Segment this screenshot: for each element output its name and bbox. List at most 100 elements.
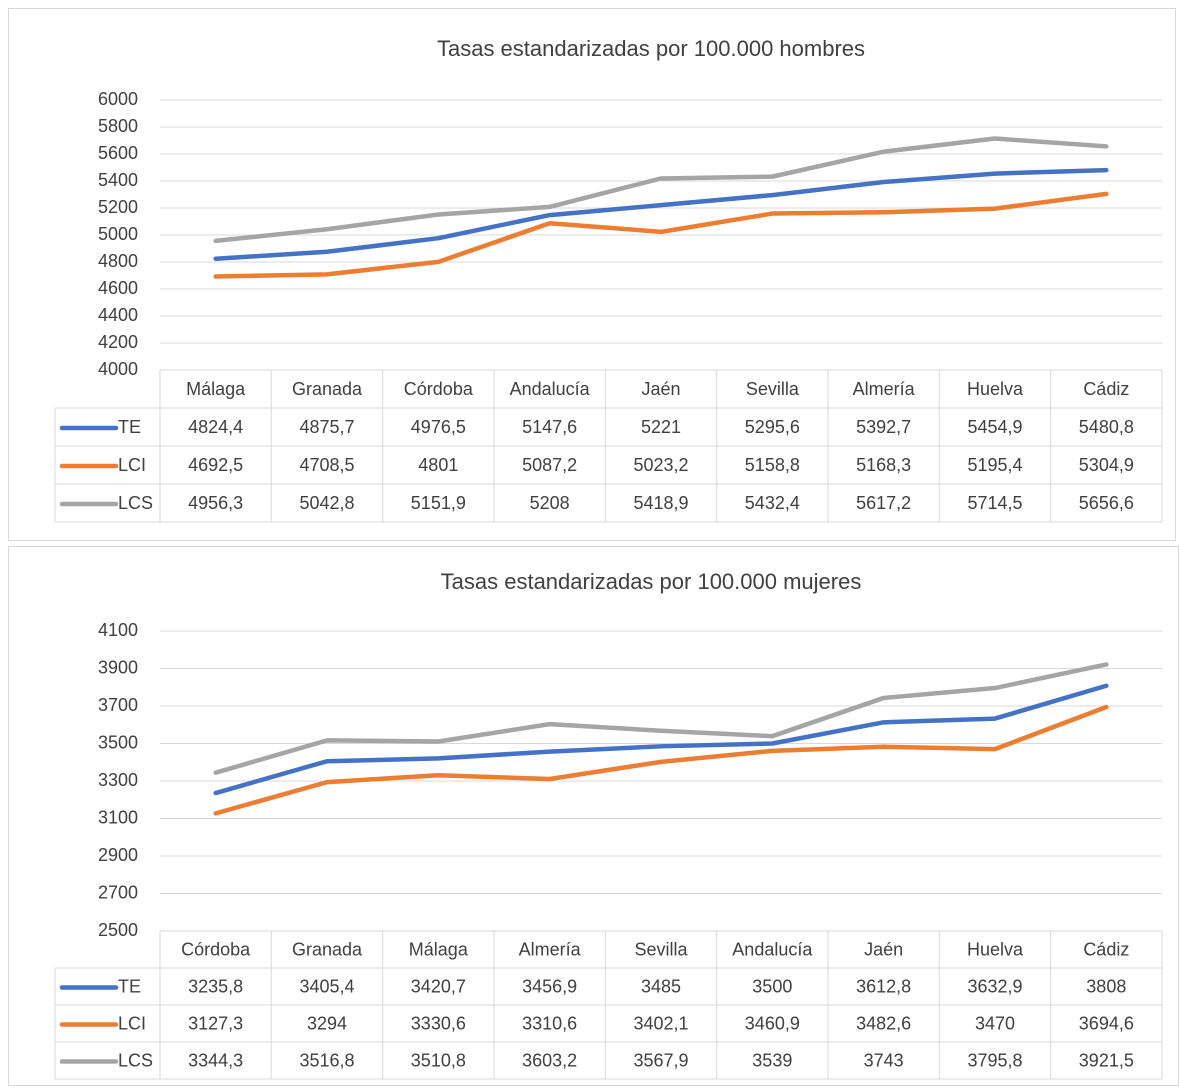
x-tick-label: Córdoba [181,939,251,959]
table-value: 4708,5 [299,455,354,475]
table-value: 3485 [641,976,681,996]
y-tick-label: 3500 [98,732,138,752]
legend-label: LCS [118,1050,153,1070]
y-tick-label: 4000 [98,359,138,379]
x-tick-label: Almería [519,939,582,959]
table-value: 5454,9 [967,417,1022,437]
line-series [213,191,1109,279]
y-tick-label: 5600 [98,143,138,163]
table-value: 4976,5 [411,417,466,437]
table-value: 3539 [752,1050,792,1070]
y-tick-label: 2900 [98,845,138,865]
legend-label: TE [118,417,141,437]
y-tick-label: 3900 [98,657,138,677]
table-value: 3612,8 [856,976,911,996]
table-value: 4824,4 [188,417,243,437]
x-tick-label: Huelva [967,939,1024,959]
table-value: 3743 [864,1050,904,1070]
legend-label: LCI [118,455,146,475]
x-tick-label: Málaga [186,379,246,399]
table-value: 3567,9 [633,1050,688,1070]
table-value: 3405,4 [299,976,354,996]
table-value: 5151,9 [411,493,466,513]
chart-frame [8,8,1176,541]
table-value: 3344,3 [188,1050,243,1070]
x-tick-label: Almería [853,379,916,399]
x-tick-label: Jaén [641,379,680,399]
x-tick-label: Cádiz [1083,379,1129,399]
y-tick-label: 2500 [98,920,138,940]
table-value: 3808 [1086,976,1126,996]
y-tick-label: 4100 [98,620,138,640]
chart-frame [8,546,1179,1086]
x-tick-label: Sevilla [746,379,800,399]
table-value: 3482,6 [856,1013,911,1033]
table-value: 3921,5 [1079,1050,1134,1070]
x-tick-label: Granada [292,939,363,959]
table-value: 5221 [641,417,681,437]
table-value: 3460,9 [745,1013,800,1033]
line-series [213,167,1109,261]
table-value: 5168,3 [856,455,911,475]
table-value: 3510,8 [411,1050,466,1070]
table-value: 4875,7 [299,417,354,437]
table-value: 5195,4 [967,455,1022,475]
y-tick-label: 3100 [98,807,138,827]
table-value: 5147,6 [522,417,577,437]
y-tick-label: 4200 [98,332,138,352]
y-tick-label: 4400 [98,305,138,325]
x-tick-label: Málaga [409,939,469,959]
table-value: 5208 [530,493,570,513]
table-value: 5714,5 [967,493,1022,513]
legend-label: LCS [118,493,153,513]
y-tick-label: 6000 [98,89,138,109]
y-tick-label: 5200 [98,197,138,217]
table-value: 4692,5 [188,455,243,475]
x-tick-label: Andalucía [732,939,813,959]
y-tick-label: 3700 [98,695,138,715]
x-tick-label: Sevilla [634,939,688,959]
chart-title: Tasas estandarizadas por 100.000 mujeres [441,569,862,594]
table-value: 5432,4 [745,493,800,513]
table-value: 3402,1 [633,1013,688,1033]
chart-title: Tasas estandarizadas por 100.000 hombres [437,36,865,61]
table-value: 3235,8 [188,976,243,996]
table-value: 3330,6 [411,1013,466,1033]
table-value: 3516,8 [299,1050,354,1070]
table-value: 3603,2 [522,1050,577,1070]
line-series [213,683,1109,796]
table-value: 3632,9 [967,976,1022,996]
table-value: 3500 [752,976,792,996]
table-value: 5295,6 [745,417,800,437]
y-tick-label: 5800 [98,116,138,136]
legend-label: TE [118,976,141,996]
x-tick-label: Granada [292,379,363,399]
table-value: 5087,2 [522,455,577,475]
y-tick-label: 5000 [98,224,138,244]
table-value: 3694,6 [1079,1013,1134,1033]
table-value: 5418,9 [633,493,688,513]
y-tick-label: 3300 [98,770,138,790]
line-series [213,662,1109,775]
y-tick-label: 2700 [98,882,138,902]
table-value: 3294 [307,1013,347,1033]
y-tick-label: 4600 [98,278,138,298]
table-value: 5617,2 [856,493,911,513]
x-tick-label: Córdoba [404,379,474,399]
table-value: 4801 [418,455,458,475]
y-tick-label: 5400 [98,170,138,190]
table-value: 5158,8 [745,455,800,475]
table-value: 5023,2 [633,455,688,475]
table-value: 3795,8 [967,1050,1022,1070]
table-value: 5392,7 [856,417,911,437]
table-value: 3310,6 [522,1013,577,1033]
table-value: 5656,6 [1079,493,1134,513]
table-value: 4956,3 [188,493,243,513]
table-value: 3470 [975,1013,1015,1033]
y-tick-label: 4800 [98,251,138,271]
x-tick-label: Andalucía [510,379,591,399]
chart: Tasas estandarizadas por 100.000 mujeres… [8,546,1179,1086]
table-value: 3420,7 [411,976,466,996]
x-tick-label: Jaén [864,939,903,959]
